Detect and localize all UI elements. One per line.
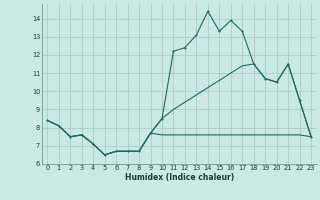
X-axis label: Humidex (Indice chaleur): Humidex (Indice chaleur) xyxy=(124,173,234,182)
